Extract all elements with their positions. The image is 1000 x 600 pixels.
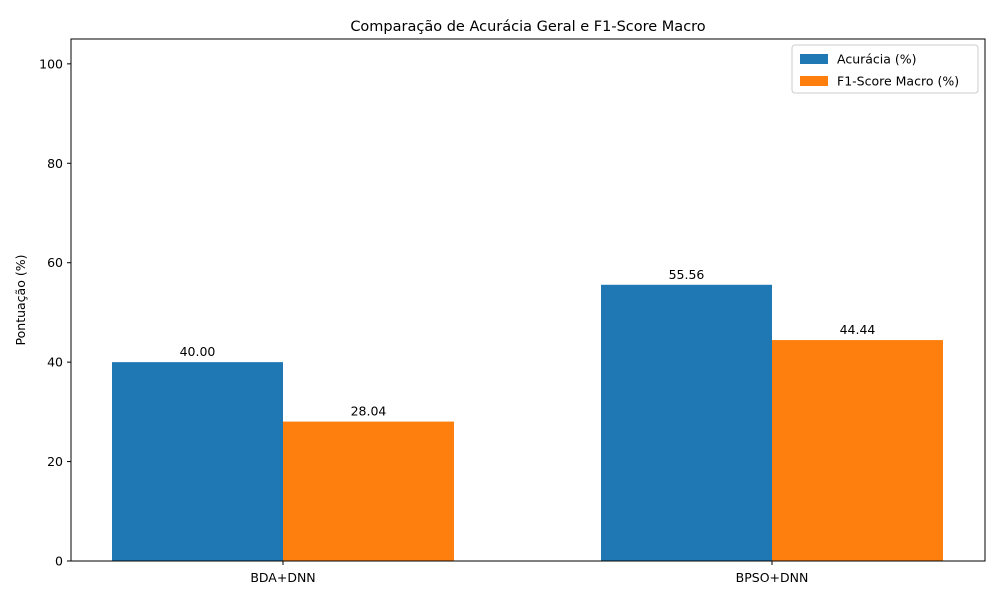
legend-box bbox=[791, 44, 979, 94]
legend: Acurácia (%) F1-Score Macro (%) bbox=[791, 44, 979, 94]
x-tick-label: BPSO+DNN bbox=[736, 570, 809, 585]
bar-acuracia-1 bbox=[601, 284, 772, 561]
legend-swatch bbox=[800, 54, 828, 64]
y-axis-label: Pontuação (%) bbox=[13, 255, 28, 346]
y-tick-label: 40 bbox=[47, 355, 63, 370]
y-tick-label: 80 bbox=[47, 156, 63, 171]
bar-f1-score-1 bbox=[772, 340, 943, 561]
bar-value-label: 28.04 bbox=[351, 404, 387, 419]
bar-value-label: 55.56 bbox=[669, 267, 705, 282]
bar-value-label: 40.00 bbox=[180, 344, 216, 359]
x-tick-label: BDA+DNN bbox=[250, 570, 315, 585]
legend-swatch bbox=[800, 76, 828, 86]
bar-value-label: 44.44 bbox=[840, 322, 876, 337]
y-tick-label: 100 bbox=[39, 56, 63, 71]
chart-title: Comparação de Acurácia Geral e F1-Score … bbox=[350, 19, 705, 35]
y-tick-label: 20 bbox=[47, 454, 63, 469]
bar-acuracia-0 bbox=[112, 362, 283, 561]
legend-label: F1-Score Macro (%) bbox=[837, 74, 959, 89]
legend-label: Acurácia (%) bbox=[837, 52, 917, 67]
plot-area: 40.00 55.56 28.04 44.44 0 20 40 60 80 100 BDA+DNN B… bbox=[39, 38, 986, 585]
y-tick-label: 0 bbox=[55, 554, 63, 569]
bar-f1-score-0 bbox=[283, 421, 454, 561]
axes-frame bbox=[70, 38, 986, 562]
y-tick-label: 60 bbox=[47, 255, 63, 270]
